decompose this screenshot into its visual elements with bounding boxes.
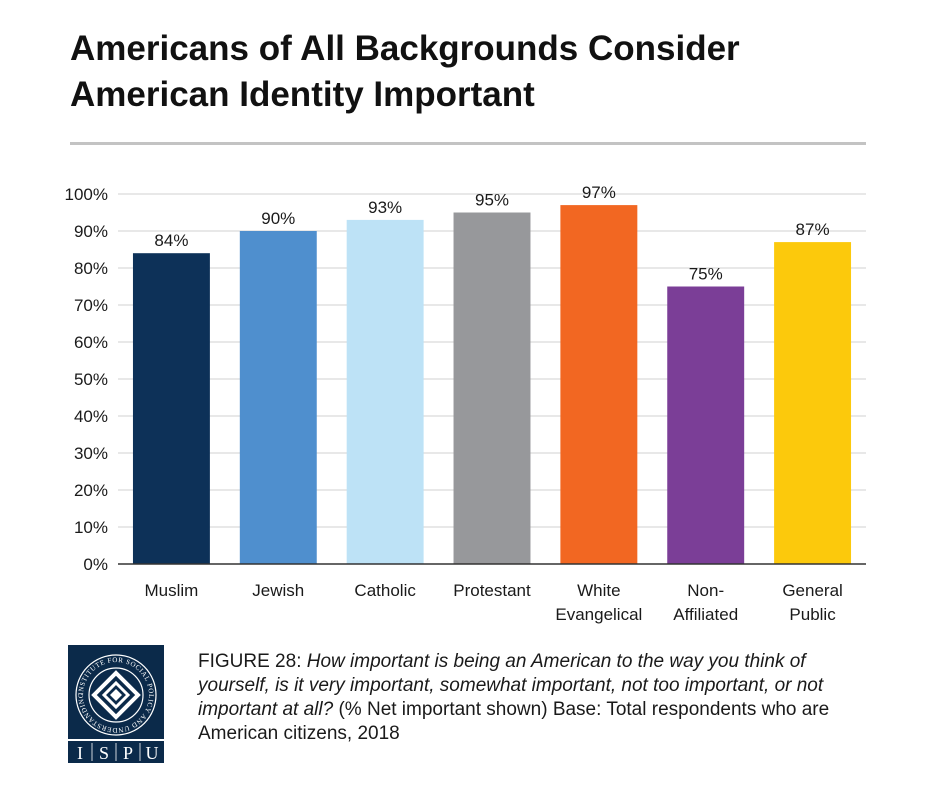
logo-emblem: INSTITUTE FOR SOCIAL POLICY AND UNDERSTA… xyxy=(68,645,164,763)
x-tick-label-line: Jewish xyxy=(252,581,304,600)
bar xyxy=(239,231,317,564)
caption-separator: : xyxy=(296,651,307,672)
x-tick-label: Jewish xyxy=(252,581,304,600)
x-tick-label-line: Non- xyxy=(687,581,724,600)
x-tick-label-line: Public xyxy=(789,605,836,624)
bar xyxy=(774,242,852,564)
logo-diamond-center xyxy=(110,689,122,701)
y-tick-label: 60% xyxy=(74,333,108,352)
y-tick-label: 80% xyxy=(74,259,108,278)
x-tick-label-line: Catholic xyxy=(354,581,416,600)
y-axis-ticks: 0% 10% 20% 30% 40% 50% 60% 70% 80% 90% 100% xyxy=(65,185,108,574)
data-label: 97% xyxy=(582,183,616,202)
title-line-2: American Identity Important xyxy=(70,75,535,114)
x-axis-categories: Muslim Jewish Catholic Protestant White Evang… xyxy=(145,581,843,624)
x-tick-label-line: Muslim xyxy=(145,581,199,600)
figure-caption: FIGURE 28: How important is being an Ame… xyxy=(198,650,878,746)
data-labels: 84% 90% 93% 95% 97% 75% 87% xyxy=(154,183,829,283)
x-tick-label: Protestant xyxy=(453,581,531,600)
bar xyxy=(132,253,210,564)
logo-diamond-middle xyxy=(101,680,131,710)
x-tick-label-line: Affiliated xyxy=(673,605,738,624)
bar xyxy=(453,212,531,564)
bars xyxy=(132,205,852,564)
chart-title: Americans of All Backgrounds Consider Am… xyxy=(70,26,890,118)
x-tick-label-line: Evangelical xyxy=(555,605,642,624)
logo-inner-ring xyxy=(88,667,144,723)
x-tick-label-line: Protestant xyxy=(453,581,531,600)
logo-letter-s: S xyxy=(99,743,109,763)
x-tick-label-line: White xyxy=(577,581,620,600)
logo-letter-i: I xyxy=(77,743,83,763)
x-tick-label: General Public xyxy=(782,581,842,624)
title-line-1: Americans of All Backgrounds Consider xyxy=(70,29,740,68)
logo-letter-p: P xyxy=(123,743,133,763)
data-label: 84% xyxy=(154,231,188,250)
x-tick-label: White Evangelical xyxy=(555,581,642,624)
y-tick-label: 10% xyxy=(74,518,108,537)
x-tick-label-line: General xyxy=(782,581,842,600)
y-tick-label: 0% xyxy=(83,555,108,574)
y-tick-label: 50% xyxy=(74,370,108,389)
data-label: 93% xyxy=(368,198,402,217)
ispu-logo: INSTITUTE FOR SOCIAL POLICY AND UNDERSTA… xyxy=(68,645,164,763)
x-tick-label: Catholic xyxy=(354,581,416,600)
data-label: 87% xyxy=(796,220,830,239)
logo-diamond-outer xyxy=(91,670,141,720)
figure-number: FIGURE 28 xyxy=(198,651,297,672)
data-label: 75% xyxy=(689,265,723,284)
bar xyxy=(667,286,745,564)
y-tick-label: 40% xyxy=(74,407,108,426)
title-divider xyxy=(70,142,866,145)
bar-chart: 0% 10% 20% 30% 40% 50% 60% 70% 80% 90% 100% 84% 90%… xyxy=(65,183,866,624)
bar xyxy=(560,205,638,564)
bar xyxy=(346,219,424,564)
logo-outer-ring xyxy=(75,654,157,736)
y-tick-label: 100% xyxy=(65,185,108,204)
data-label: 90% xyxy=(261,209,295,228)
y-tick-label: 70% xyxy=(74,296,108,315)
y-tick-label: 30% xyxy=(74,444,108,463)
x-tick-label: Non- Affiliated xyxy=(673,581,738,624)
caption-note: (% Net important shown) Base: Total resp… xyxy=(198,699,830,744)
x-tick-label: Muslim xyxy=(145,581,199,600)
logo-letter-u: U xyxy=(146,743,159,763)
survey-question: How important is being an American to th… xyxy=(198,651,824,720)
y-tick-label: 90% xyxy=(74,222,108,241)
data-label: 95% xyxy=(475,191,509,210)
y-tick-label: 20% xyxy=(74,481,108,500)
